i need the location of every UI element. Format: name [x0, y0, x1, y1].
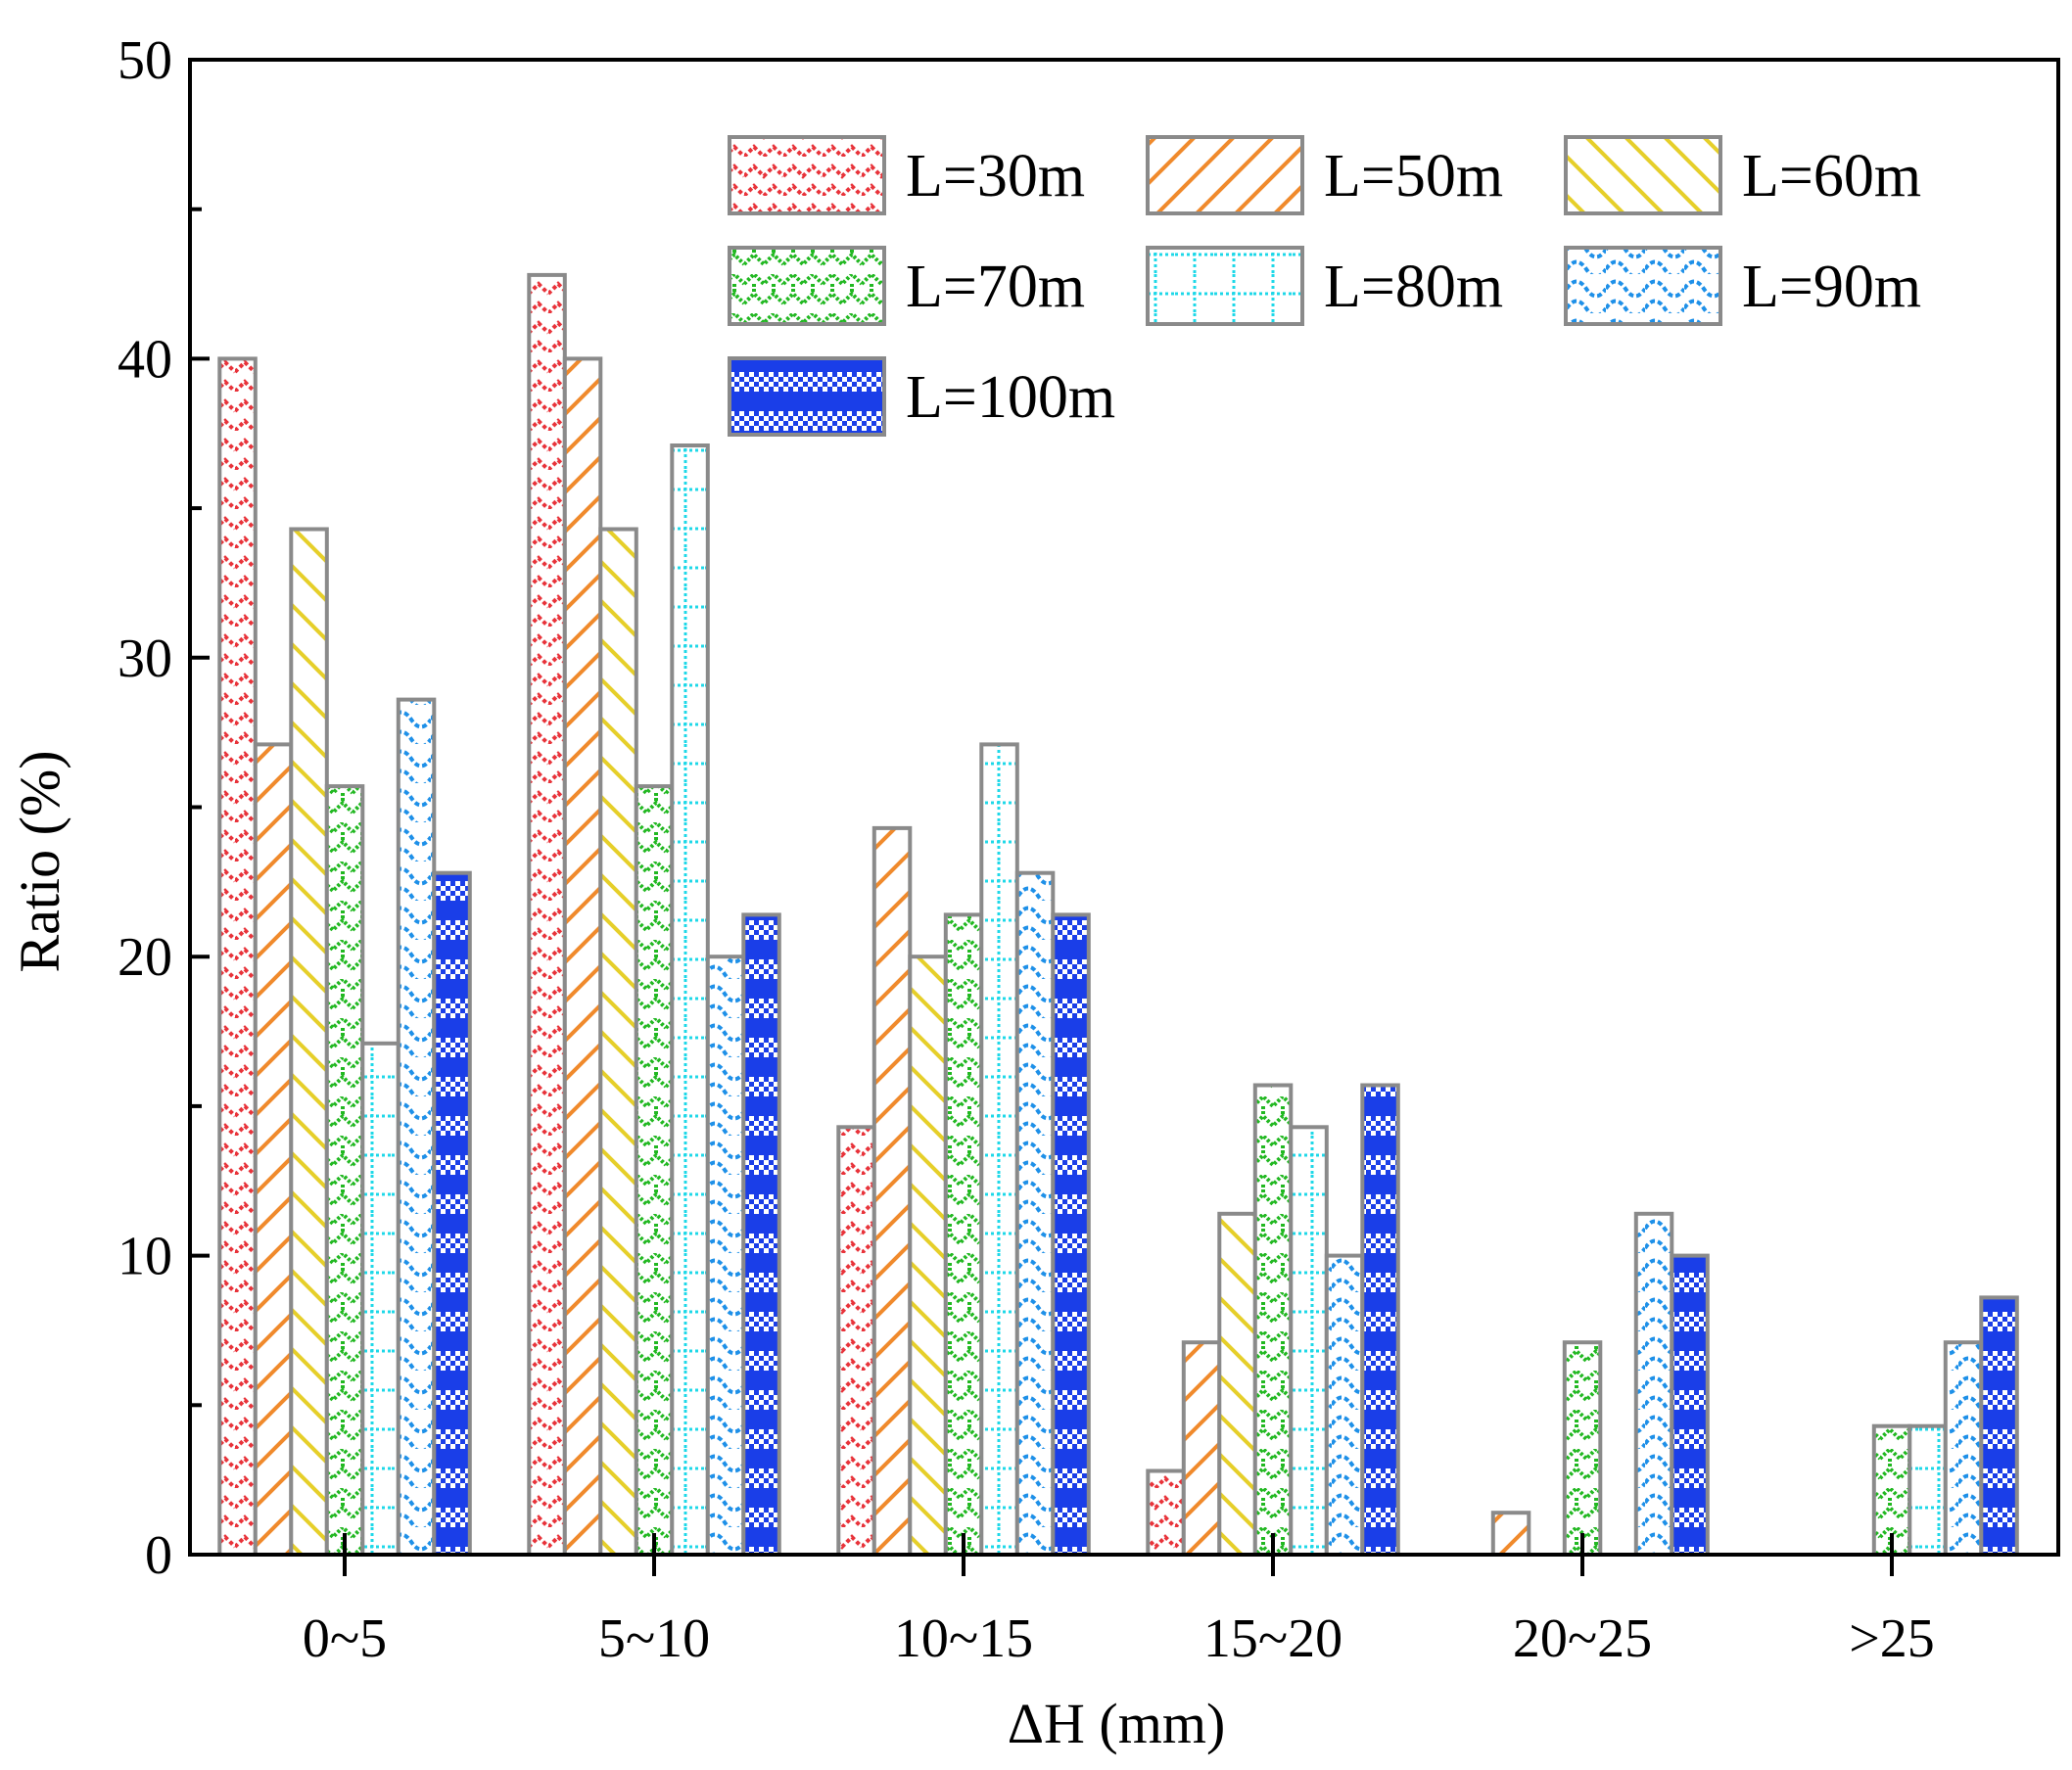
y-axis-title: Ratio (%)	[8, 750, 71, 972]
bar-l70m-2	[943, 912, 984, 1557]
bar-l50m-1	[562, 356, 603, 1557]
y-tick-label: 20	[118, 927, 172, 988]
bar-l90m-2	[1014, 870, 1056, 1557]
x-axis-title: ΔH (mm)	[1008, 1692, 1226, 1755]
legend-swatch	[728, 246, 886, 326]
bar-l80m-5	[1907, 1423, 1948, 1557]
x-tick-label: 10~15	[894, 1608, 1033, 1669]
bar-l60m-3	[1217, 1211, 1257, 1558]
bar-l100m-5	[1979, 1295, 2019, 1558]
bar-l50m-3	[1181, 1340, 1222, 1557]
legend-swatch	[1146, 135, 1304, 215]
legend-label: L=90m	[1742, 254, 1921, 320]
bar-l30m-2	[836, 1125, 876, 1558]
bar-l100m-0	[432, 870, 472, 1557]
y-tick-label: 0	[145, 1525, 172, 1586]
bars-layer	[217, 272, 2019, 1558]
bar-l70m-1	[634, 784, 675, 1557]
x-tick-label: 20~25	[1513, 1608, 1652, 1669]
bar-l50m-4	[1490, 1511, 1531, 1557]
bar-l50m-2	[871, 825, 913, 1557]
bar-l70m-3	[1252, 1083, 1294, 1557]
bar-l80m-2	[979, 742, 1019, 1557]
x-tick-label: 15~20	[1203, 1608, 1342, 1669]
legend-swatch	[728, 356, 886, 437]
bar-l60m-1	[598, 527, 638, 1557]
bar-l90m-0	[396, 697, 437, 1557]
bar-l80m-1	[670, 443, 710, 1557]
legend-label: L=50m	[1324, 143, 1503, 210]
bar-l50m-0	[253, 742, 294, 1557]
bar-l30m-0	[217, 356, 258, 1557]
bar-l90m-5	[1943, 1340, 1984, 1557]
bar-l30m-3	[1146, 1468, 1186, 1557]
x-tick-label: 5~10	[598, 1608, 710, 1669]
bar-l100m-2	[1051, 912, 1091, 1557]
y-tick-label: 50	[118, 30, 172, 91]
legend-label: L=70m	[906, 254, 1085, 320]
y-tick-label: 30	[118, 629, 172, 689]
legend-label: L=30m	[906, 143, 1085, 210]
bar-l70m-4	[1562, 1340, 1603, 1557]
legend: L=30m L=50m L=60m L=70m L=80m L=90m L=100m	[728, 135, 1921, 437]
y-tick-label: 10	[118, 1227, 172, 1287]
legend-label: L=80m	[1324, 254, 1503, 320]
bar-l60m-2	[908, 955, 948, 1557]
bar-l100m-4	[1670, 1253, 1710, 1557]
axes-layer: 0 10 20 30 40 50 0~5 5~10 10~15 15~20 20~25 >25	[118, 30, 2060, 1669]
x-tick-label: 0~5	[303, 1608, 387, 1669]
bar-l90m-4	[1633, 1211, 1674, 1558]
bar-l80m-3	[1289, 1125, 1329, 1558]
legend-swatch	[1146, 246, 1304, 326]
bar-l70m-0	[324, 784, 365, 1557]
bar-l90m-3	[1324, 1253, 1365, 1557]
bar-l80m-0	[360, 1041, 400, 1558]
legend-swatch	[728, 135, 886, 215]
bar-l90m-1	[705, 955, 746, 1557]
bar-l60m-0	[289, 527, 329, 1557]
legend-swatch	[1564, 135, 1722, 215]
bar-l100m-3	[1360, 1083, 1400, 1557]
y-tick-label: 40	[118, 329, 172, 390]
x-tick-label: >25	[1849, 1608, 1935, 1669]
legend-swatch	[1564, 246, 1722, 326]
legend-label: L=100m	[906, 364, 1115, 431]
bar-l100m-1	[741, 912, 781, 1557]
bar-l30m-1	[527, 272, 567, 1557]
legend-label: L=60m	[1742, 143, 1921, 210]
